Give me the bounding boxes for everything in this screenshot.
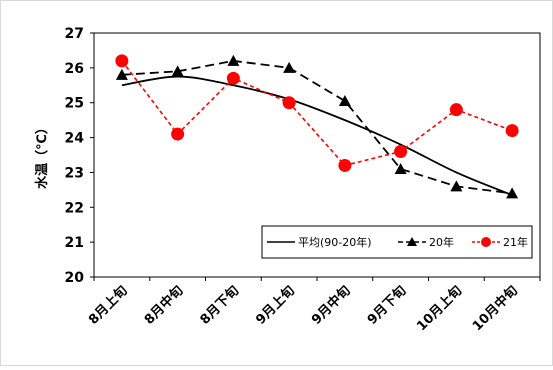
y-tick-label: 22 (65, 200, 84, 216)
y-tick-label: 21 (65, 235, 84, 251)
y-tick-label: 20 (65, 270, 85, 286)
y-axis-label: 水温（℃） (34, 121, 50, 189)
data-point-2 (394, 162, 407, 174)
y-tick-label: 23 (65, 165, 84, 181)
y-tick-label: 24 (65, 131, 85, 147)
series-3 (115, 54, 519, 172)
legend-entry-2: 20年 (398, 235, 454, 249)
legend-marker (481, 237, 491, 247)
series-line (121, 60, 513, 167)
data-point-2 (171, 65, 184, 77)
legend-label: 20年 (429, 235, 454, 249)
y-axis-ticks: 20 21 22 23 24 25 26 27 (65, 26, 94, 286)
data-point-2 (283, 61, 296, 73)
y-tick-label: 26 (65, 61, 84, 77)
legend-entry-1: 平均(90-20年) (267, 235, 372, 249)
y-tick-label: 27 (65, 26, 84, 42)
data-point-2 (115, 68, 128, 80)
legend-label: 平均(90-20年) (298, 235, 372, 249)
legend-items: 平均(90-20年) 20年 21年 (267, 235, 528, 249)
data-point-2 (450, 180, 463, 192)
data-point-3 (449, 103, 463, 117)
series-line (121, 59, 513, 195)
series-line (121, 75, 513, 196)
data-point-3 (115, 54, 129, 68)
data-point-3 (394, 145, 408, 159)
y-tick-label: 25 (65, 96, 84, 112)
series-1 (121, 75, 513, 196)
legend-marker (407, 237, 417, 246)
data-point-2 (506, 187, 519, 199)
series-layer (115, 54, 519, 199)
legend-label: 21年 (503, 235, 528, 249)
data-point-3 (171, 127, 185, 141)
data-point-2 (338, 94, 351, 106)
legend-entry-3: 21年 (472, 235, 528, 249)
series-2 (115, 54, 519, 199)
data-point-3 (282, 96, 296, 110)
data-point-3 (505, 124, 519, 138)
legend: 平均(90-20年) 20年 21年 (261, 225, 533, 259)
data-point-2 (227, 54, 240, 66)
data-point-3 (226, 71, 240, 85)
data-point-3 (338, 158, 352, 172)
